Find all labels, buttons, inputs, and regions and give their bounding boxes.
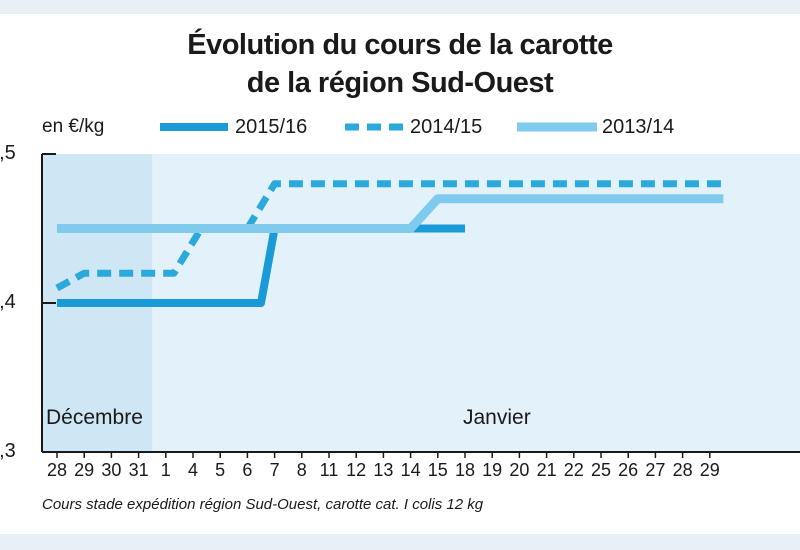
series-line-2013-14: [57, 194, 724, 233]
series-line-2014-15: [55, 180, 724, 292]
x-tick-label: 25: [590, 460, 612, 480]
x-tick-label: 18: [454, 460, 476, 480]
month-label-december: Décembre: [46, 406, 143, 429]
x-tick-label: 11: [319, 460, 339, 480]
x-tick-label: 6: [242, 460, 253, 480]
x-tick-label: 27: [645, 460, 666, 480]
x-tick-label: 13: [373, 460, 394, 480]
x-tick-label: 26: [618, 460, 639, 480]
month-label-january: Janvier: [463, 406, 531, 429]
legend-label-2013-14: 2013/14: [602, 116, 675, 138]
x-tick-label: 20: [509, 460, 530, 480]
x-tick-label: 19: [482, 460, 503, 480]
x-tick-label: 22: [563, 460, 584, 480]
x-tick-label: 14: [400, 460, 421, 480]
title-line-1: Évolution du cours de la carotte: [187, 29, 613, 61]
unit-label: en €/kg: [42, 116, 105, 137]
x-tick-label: 8: [296, 460, 307, 480]
x-tick-label: 4: [187, 460, 199, 480]
y-tick-label: 0,5: [0, 142, 16, 164]
x-tick-label: 21: [536, 460, 557, 480]
chart-caption: Cours stade expédition région Sud-Ouest,…: [42, 496, 484, 513]
x-tick-label: 7: [269, 460, 280, 480]
x-tick-label: 29: [699, 460, 720, 480]
x-tick-label: 28: [46, 460, 68, 480]
x-tick-label: 28: [672, 460, 693, 480]
title-line-2: de la région Sud-Ouest: [246, 67, 554, 99]
y-tick-label: 0,3: [0, 440, 16, 462]
x-tick-label: 15: [427, 460, 448, 480]
legend-label-2015-16: 2015/16: [235, 116, 308, 138]
x-tick-label: 1: [160, 460, 171, 480]
x-tick-label: 12: [346, 460, 367, 480]
x-tick-label: 30: [101, 460, 122, 480]
chart-title: Évolution du cours de la carotte de la r…: [0, 26, 800, 102]
x-tick-label: 29: [74, 460, 95, 480]
legend-label-2014-15: 2014/15: [410, 116, 483, 138]
y-tick-label: 0,4: [0, 291, 16, 313]
x-tick-label: 5: [215, 460, 226, 480]
x-tick-label: 31: [128, 460, 149, 480]
